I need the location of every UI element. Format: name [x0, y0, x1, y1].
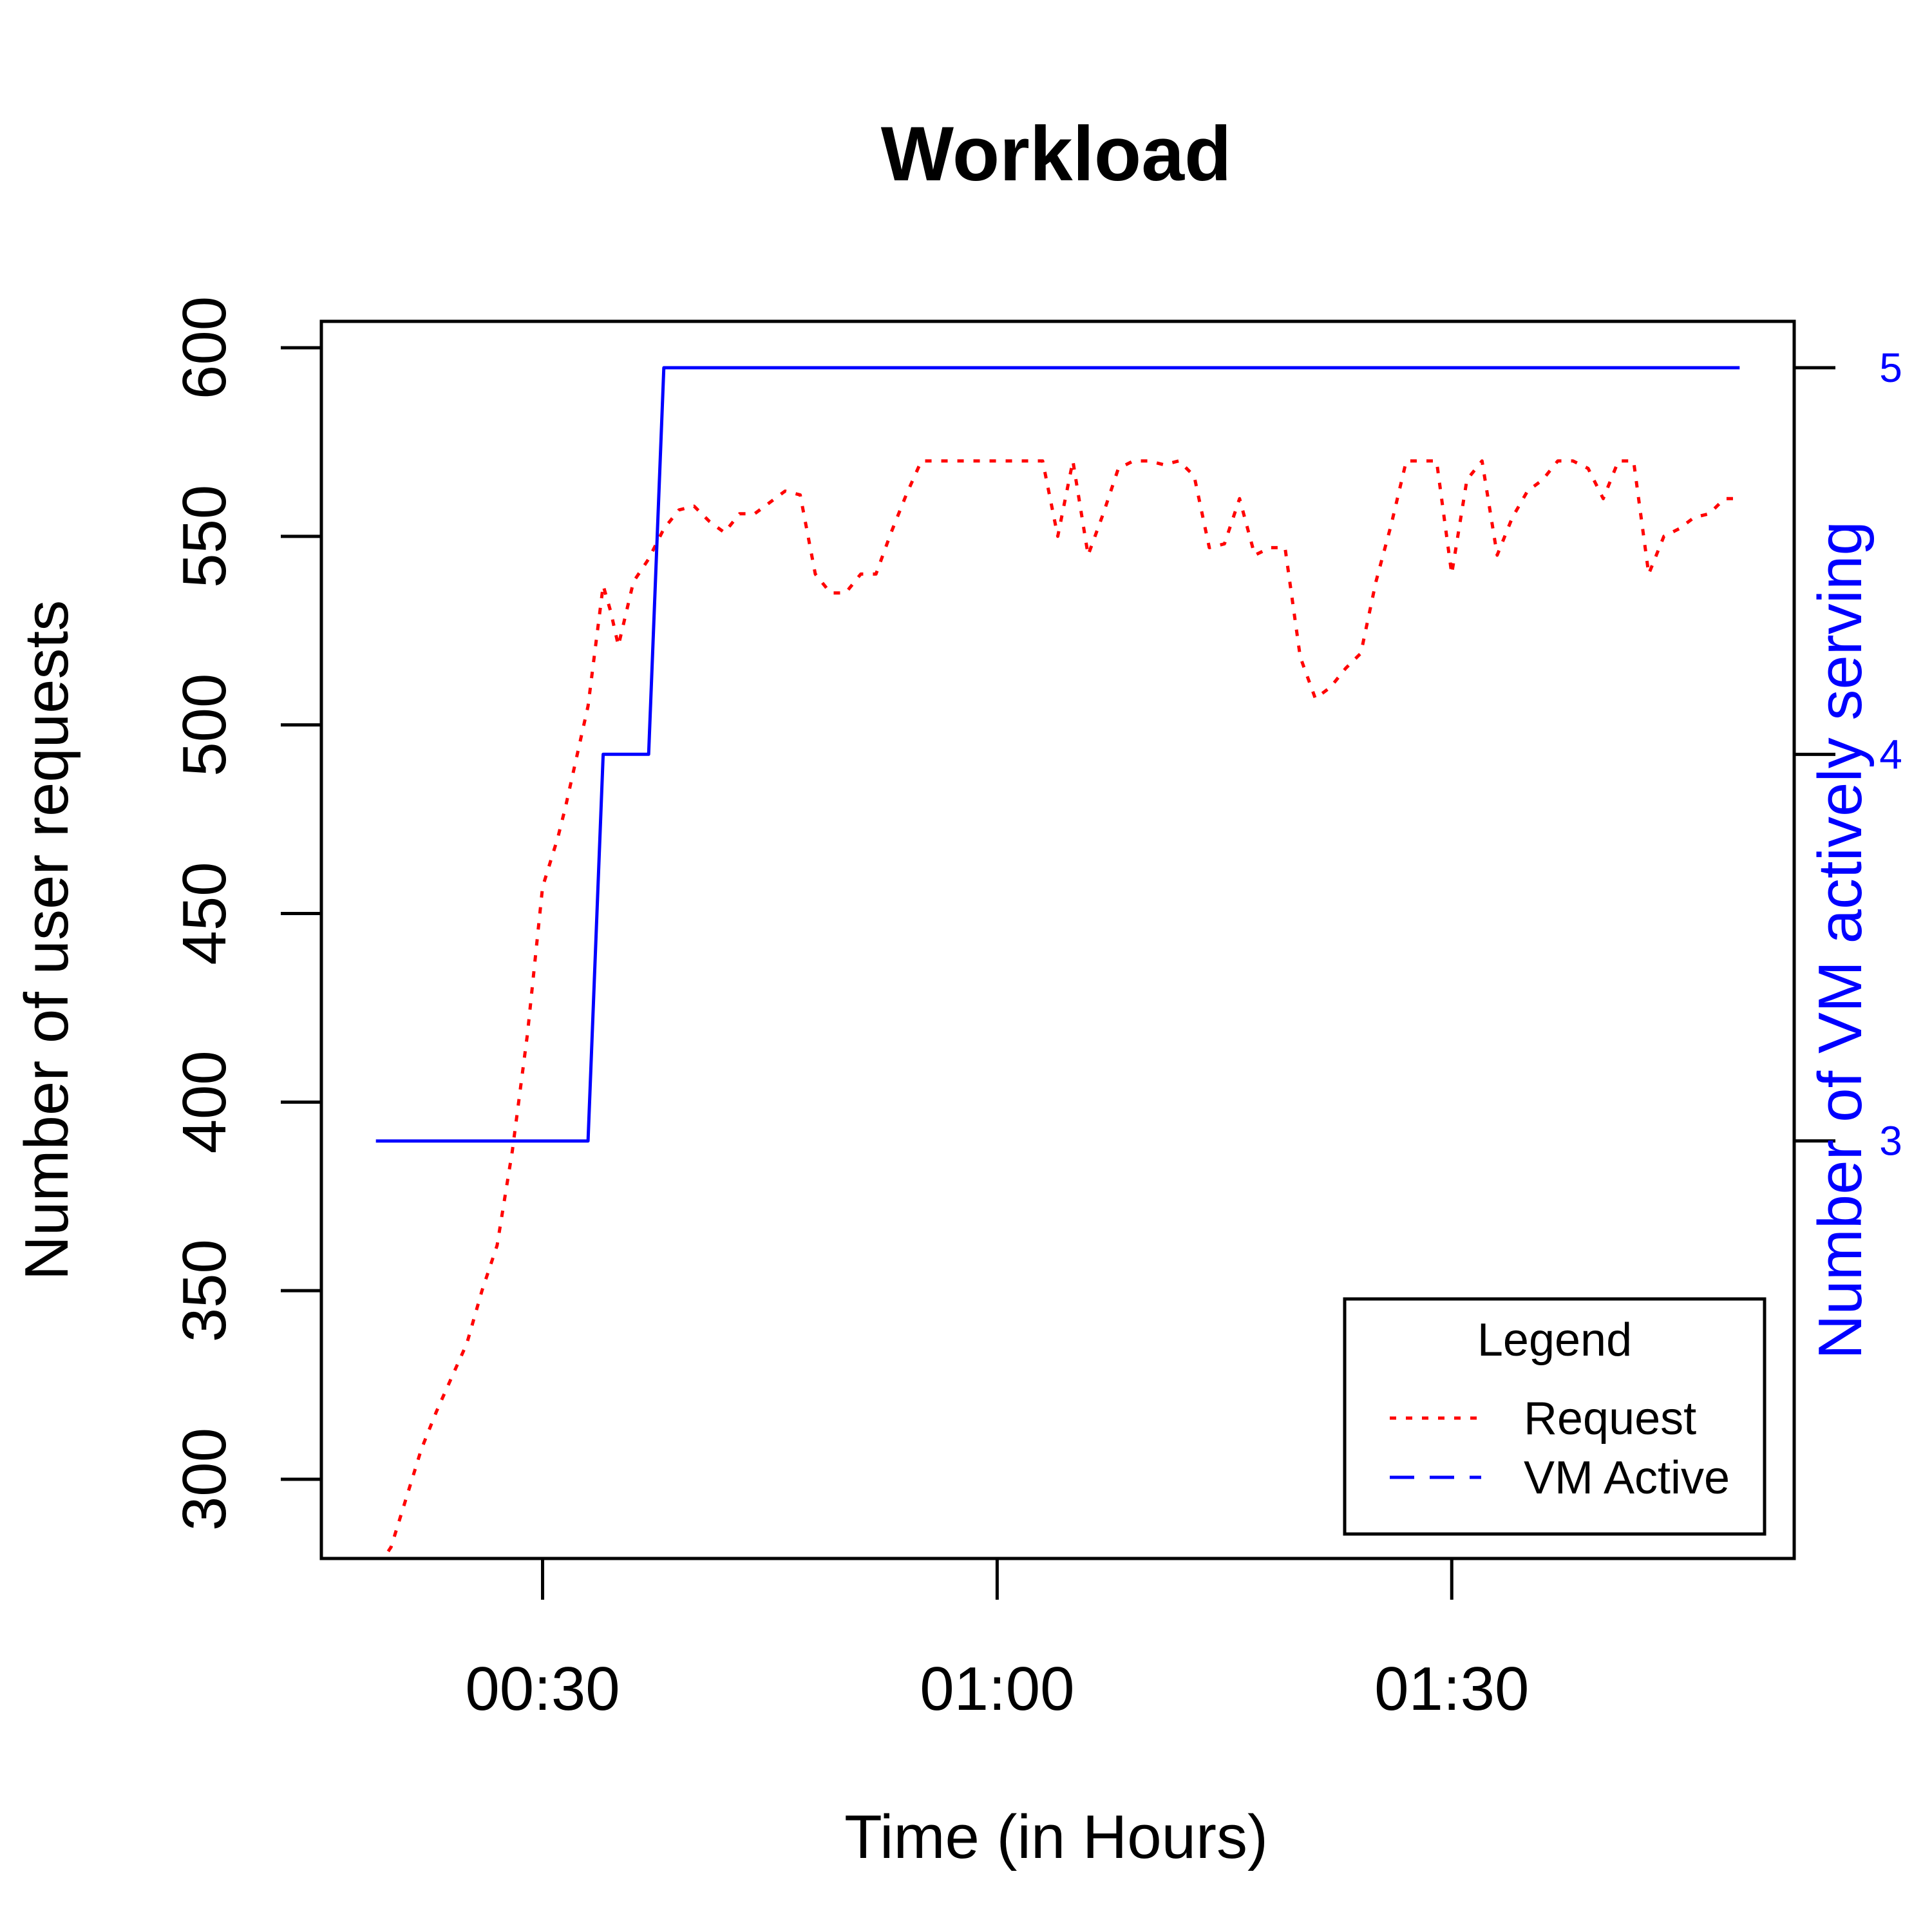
y-tick-label-400: 400 [170, 1050, 239, 1153]
x-axis-label: Time (in Hours) [844, 1803, 1268, 1871]
y-axis-label: Number of user requests [12, 600, 81, 1280]
y-tick-label-500: 500 [170, 674, 239, 777]
legend: Legend Request VM Active [1343, 1297, 1766, 1536]
series-line-request [375, 459, 1740, 1560]
plot-series [375, 366, 1740, 1560]
y2-tick-label-4: 4 [1879, 731, 1902, 777]
y-tick-label-450: 450 [170, 862, 239, 965]
chart-title: Workload [881, 111, 1232, 197]
y2-tick-label-3: 3 [1879, 1118, 1902, 1164]
x-tick-label-01:30: 01:30 [1374, 1654, 1529, 1723]
y-tick-label-550: 550 [170, 485, 239, 588]
plot-frame [319, 319, 1796, 1560]
y-axis-right: 3 4 5 [1794, 345, 1902, 1164]
y-axis-left: 300 350 400 450 500 550 600 [170, 296, 321, 1531]
y-tick-label-350: 350 [170, 1239, 239, 1342]
x-tick-label-01:00: 01:00 [920, 1654, 1074, 1723]
legend-label-request: Request [1524, 1393, 1696, 1444]
x-tick-label-00:30: 00:30 [465, 1654, 620, 1723]
y-tick-label-300: 300 [170, 1428, 239, 1531]
y2-axis-label: Number of VM actively serving [1806, 521, 1875, 1359]
y2-tick-label-5: 5 [1879, 345, 1902, 391]
legend-label-vm-active: VM Active [1524, 1452, 1730, 1504]
y-tick-label-600: 600 [170, 296, 239, 399]
legend-box [1343, 1297, 1766, 1536]
series-line-vm-active [375, 366, 1740, 1143]
x-axis: 00:30 01:00 01:30 [465, 1558, 1529, 1723]
legend-title: Legend [1477, 1314, 1632, 1366]
